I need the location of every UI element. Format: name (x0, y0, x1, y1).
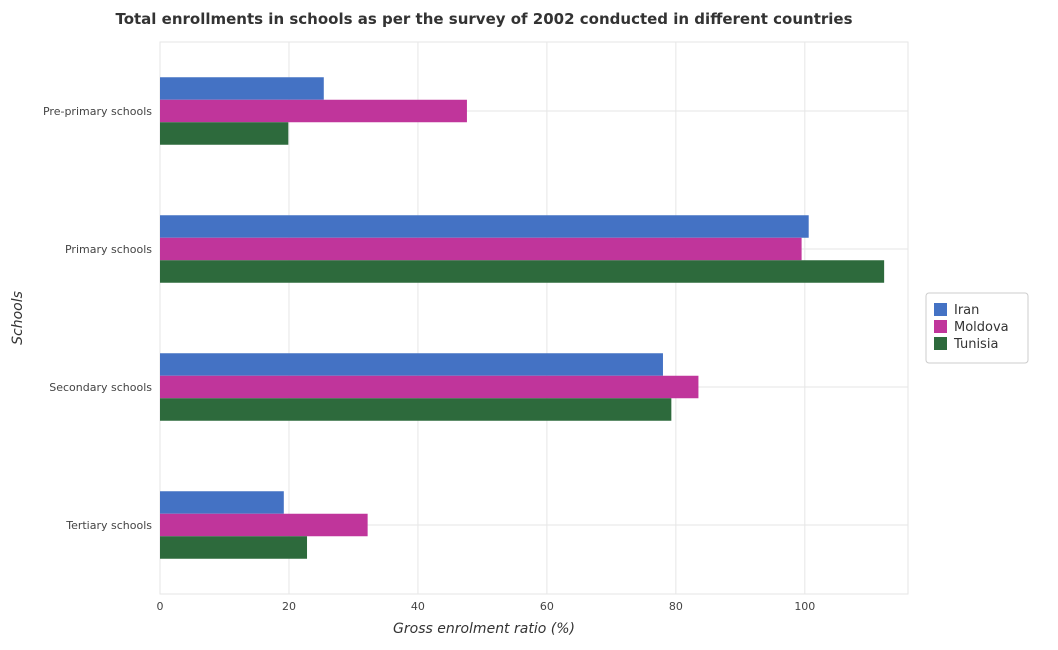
legend-label: Moldova (954, 320, 1009, 335)
x-tick-label: 100 (794, 600, 815, 613)
y-tick-label: Pre-primary schools (43, 105, 152, 118)
bar-tunisia (160, 260, 885, 283)
ticks: 0 20 40 60 80 100 Pre-primary schools Primary s… (43, 105, 815, 613)
y-axis-label: Schools (10, 291, 26, 345)
bar-iran (160, 77, 324, 100)
x-tick-label: 40 (411, 600, 425, 613)
legend-swatch (934, 303, 947, 316)
x-tick-label: 80 (669, 600, 683, 613)
bar-tunisia (160, 122, 289, 145)
bar-moldova (160, 99, 467, 123)
legend-box (925, 292, 1029, 364)
y-tick-label: Tertiary schools (65, 519, 152, 532)
legend-swatch (934, 320, 947, 333)
bar-iran (160, 491, 284, 514)
legend-swatch (934, 337, 947, 350)
x-tick-label: 20 (282, 600, 296, 613)
bar-iran (160, 353, 663, 376)
x-axis-label: Gross enrolment ratio (%) (393, 621, 575, 637)
legend: Iran Moldova Tunisia (925, 292, 1029, 364)
bar-tunisia (160, 398, 672, 421)
bar-moldova (160, 375, 699, 399)
chart-title: Total enrollments in schools as per the … (115, 10, 852, 28)
x-tick-label: 0 (157, 600, 164, 613)
bar-moldova (160, 513, 368, 537)
legend-label: Tunisia (953, 337, 998, 352)
bar-tunisia (160, 536, 308, 559)
legend-label: Iran (954, 303, 979, 318)
y-tick-label: Secondary schools (49, 381, 152, 394)
x-tick-label: 60 (540, 600, 554, 613)
bar-moldova (160, 237, 802, 261)
bars (160, 77, 885, 559)
bar-iran (160, 215, 809, 238)
y-tick-label: Primary schools (65, 243, 152, 256)
